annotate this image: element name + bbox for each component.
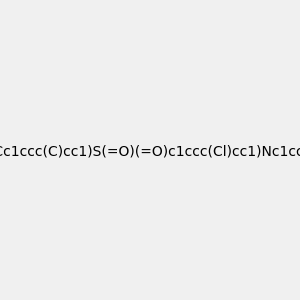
Text: O=C(CN(Cc1ccc(C)cc1)S(=O)(=O)c1ccc(Cl)cc1)Nc1ccc(C)c(C)c1: O=C(CN(Cc1ccc(C)cc1)S(=O)(=O)c1ccc(Cl)cc… — [0, 145, 300, 158]
